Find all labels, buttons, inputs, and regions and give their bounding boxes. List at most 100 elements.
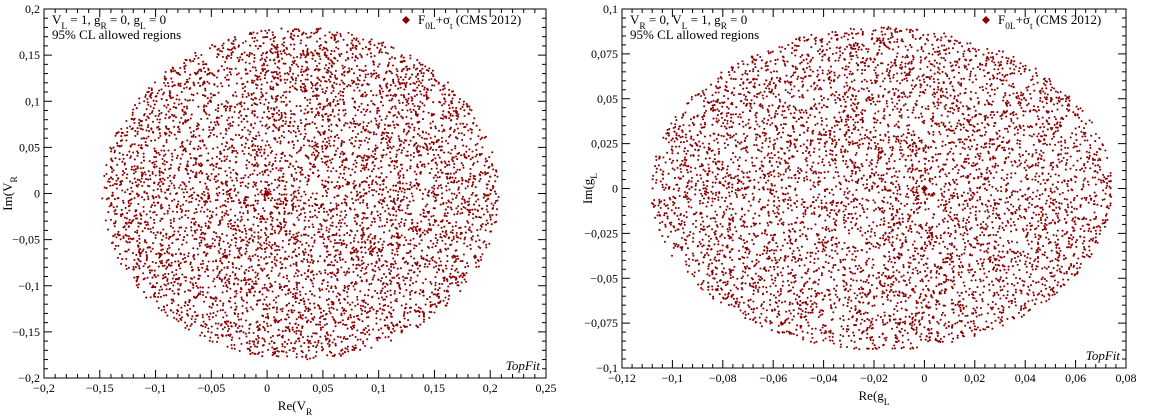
data-point bbox=[451, 97, 454, 100]
data-point bbox=[306, 98, 309, 102]
data-point bbox=[414, 228, 417, 231]
data-point bbox=[409, 279, 412, 282]
data-point bbox=[148, 160, 151, 163]
data-point bbox=[276, 334, 279, 337]
data-point bbox=[358, 155, 361, 158]
data-point bbox=[333, 233, 336, 236]
data-point bbox=[157, 306, 160, 309]
data-point bbox=[160, 309, 163, 312]
data-point bbox=[328, 208, 331, 211]
data-point bbox=[433, 303, 436, 306]
data-point bbox=[227, 123, 230, 126]
data-point bbox=[367, 329, 371, 332]
data-point bbox=[328, 345, 331, 348]
data-point bbox=[395, 153, 398, 156]
data-point bbox=[217, 322, 220, 325]
data-point bbox=[403, 128, 406, 131]
data-point bbox=[280, 226, 283, 229]
data-point bbox=[230, 306, 233, 309]
data-point bbox=[352, 270, 355, 273]
data-point bbox=[410, 289, 413, 292]
data-point bbox=[495, 213, 498, 216]
data-point bbox=[443, 129, 446, 132]
data-point bbox=[183, 87, 186, 90]
data-point bbox=[198, 236, 202, 239]
data-point bbox=[254, 66, 257, 69]
data-point bbox=[347, 350, 350, 353]
data-point bbox=[272, 130, 275, 133]
data-point bbox=[210, 100, 213, 104]
data-point bbox=[224, 107, 227, 110]
data-point bbox=[422, 294, 425, 297]
data-point bbox=[223, 155, 226, 158]
data-point bbox=[264, 180, 267, 183]
data-point bbox=[309, 168, 312, 171]
data-point bbox=[170, 70, 173, 73]
data-point bbox=[178, 121, 181, 124]
data-point bbox=[356, 338, 359, 341]
data-point bbox=[289, 131, 292, 134]
data-point bbox=[270, 88, 273, 91]
data-point bbox=[271, 75, 274, 78]
data-point bbox=[355, 38, 358, 42]
data-point bbox=[410, 255, 413, 258]
data-point bbox=[380, 296, 384, 299]
data-point bbox=[269, 232, 272, 235]
data-point bbox=[207, 260, 210, 263]
data-point bbox=[292, 125, 295, 128]
data-point bbox=[399, 199, 403, 202]
data-point bbox=[328, 350, 332, 353]
data-point bbox=[476, 142, 479, 145]
data-point bbox=[217, 249, 220, 253]
data-point bbox=[399, 326, 402, 329]
data-point bbox=[115, 236, 118, 239]
data-point bbox=[374, 144, 377, 147]
data-point bbox=[195, 211, 198, 214]
data-point bbox=[401, 275, 405, 278]
data-point bbox=[263, 298, 266, 301]
data-point bbox=[490, 202, 493, 205]
data-point bbox=[222, 47, 225, 50]
data-point bbox=[339, 258, 342, 262]
data-point bbox=[264, 234, 267, 237]
data-point bbox=[353, 100, 356, 103]
data-point bbox=[128, 218, 131, 221]
data-point bbox=[237, 72, 240, 75]
data-point bbox=[181, 188, 184, 191]
data-point bbox=[315, 97, 319, 100]
data-point bbox=[359, 169, 363, 173]
data-point bbox=[336, 308, 339, 311]
data-point bbox=[335, 242, 339, 245]
data-point bbox=[149, 250, 152, 253]
data-point bbox=[245, 167, 248, 170]
data-point bbox=[154, 114, 157, 118]
data-point bbox=[445, 185, 448, 188]
data-point bbox=[364, 129, 367, 132]
data-point bbox=[189, 263, 192, 266]
data-point bbox=[297, 218, 300, 221]
data-point bbox=[366, 238, 369, 241]
data-point bbox=[234, 323, 238, 326]
data-point bbox=[436, 176, 439, 179]
data-point bbox=[191, 268, 194, 271]
data-point bbox=[318, 62, 321, 65]
data-point bbox=[195, 157, 198, 160]
data-point bbox=[144, 144, 147, 147]
data-point bbox=[246, 196, 250, 199]
data-point bbox=[403, 325, 406, 328]
data-point bbox=[425, 94, 428, 97]
data-point bbox=[346, 180, 349, 183]
data-point bbox=[321, 349, 324, 352]
data-point bbox=[352, 202, 355, 205]
data-point bbox=[292, 192, 295, 195]
data-point bbox=[395, 210, 398, 213]
data-point bbox=[430, 311, 433, 314]
data-point bbox=[350, 79, 353, 82]
data-point bbox=[385, 70, 388, 73]
data-point bbox=[363, 113, 366, 117]
data-point bbox=[224, 109, 227, 112]
data-point bbox=[259, 72, 262, 75]
data-point bbox=[471, 156, 474, 159]
data-point bbox=[381, 206, 384, 209]
data-point bbox=[212, 168, 215, 171]
